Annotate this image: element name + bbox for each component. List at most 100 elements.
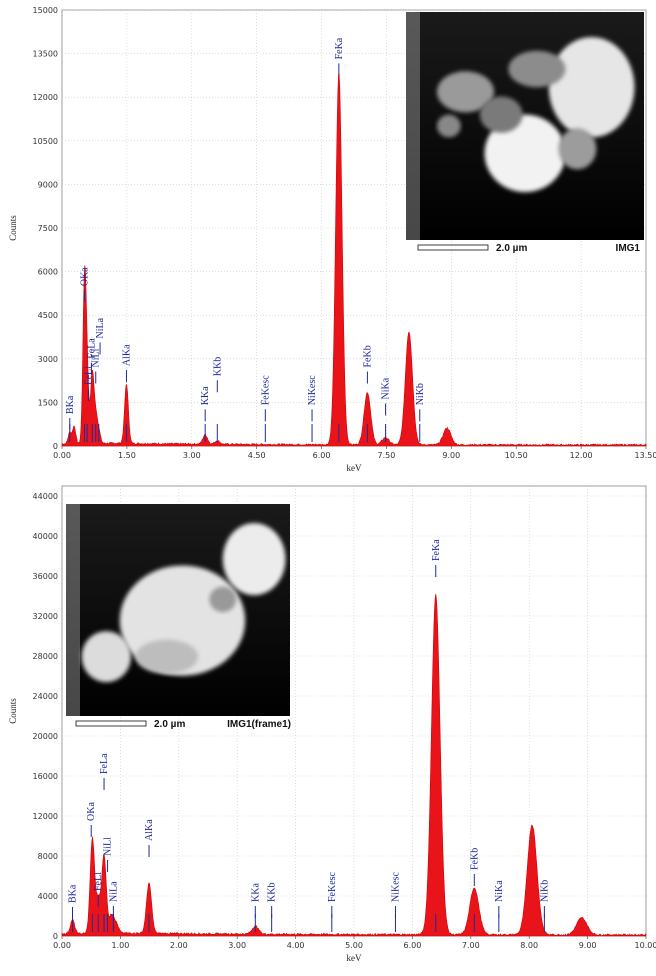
x-tick-label: 0.00	[53, 941, 71, 950]
y-tick-label: 32000	[33, 612, 58, 621]
particle-blob	[436, 114, 461, 138]
sem-edge	[66, 504, 80, 716]
x-tick-label: 0.00	[53, 451, 71, 460]
peak-label: KKb	[212, 357, 223, 376]
x-tick-label: 2.00	[170, 941, 188, 950]
x-tick-label: 9.00	[579, 941, 597, 950]
x-tick-label: 9.00	[442, 451, 460, 460]
peak-label: KKa	[200, 386, 211, 405]
y-tick-label: 9000	[38, 180, 58, 189]
x-tick-label: 1.00	[111, 941, 129, 950]
y-tick-label: 7500	[38, 224, 58, 233]
particle-blob	[135, 639, 199, 674]
y-tick-label: 1500	[38, 398, 58, 407]
x-tick-label: 13.50	[635, 451, 656, 460]
peak-label: NiKa	[381, 377, 392, 399]
peak-label: FeKb	[362, 345, 373, 367]
peak-label: NiKesc	[307, 375, 318, 406]
x-tick-label: 7.00	[462, 941, 480, 950]
x-axis-label: keV	[347, 463, 362, 473]
sem-edge	[406, 12, 420, 240]
y-tick-label: 4000	[38, 892, 58, 901]
peak-label: FeKa	[334, 37, 345, 59]
peak-label: BKa	[68, 884, 79, 903]
particle-blob	[484, 114, 566, 193]
sem-inset-image	[406, 12, 644, 240]
peak-label: FeLa	[86, 338, 97, 359]
y-tick-label: 0	[53, 932, 58, 941]
peak-label: NiLl	[103, 837, 114, 856]
inset-image-label: IMG1	[616, 243, 641, 254]
peak-label: NiKa	[494, 880, 505, 902]
particle-blob	[209, 586, 237, 613]
peak-label: OKa	[79, 267, 90, 286]
peak-label: FeKesc	[260, 375, 271, 406]
x-axis-label: keV	[347, 953, 362, 963]
x-tick-label: 5.00	[345, 941, 363, 950]
y-axis-label: Counts	[8, 215, 18, 241]
x-tick-label: 10.50	[505, 451, 528, 460]
particle-blob	[508, 50, 566, 88]
spectrum-series	[61, 72, 647, 447]
y-tick-label: 40000	[33, 532, 58, 541]
y-tick-label: 10500	[33, 137, 58, 146]
peak-label: OKa	[86, 802, 97, 821]
scale-bar-label: 2.0 µm	[496, 243, 527, 254]
inset-image-label: IMG1(frame1)	[227, 719, 291, 730]
peak-label: NiLl	[91, 348, 102, 367]
peak-label: KKa	[250, 883, 261, 902]
y-axis-label: Counts	[8, 698, 18, 724]
x-tick-label: 10.00	[635, 941, 656, 950]
y-tick-label: 36000	[33, 572, 58, 581]
peak-label: FeLl	[83, 366, 94, 385]
peak-label: FeLa	[99, 753, 110, 774]
y-tick-label: 6000	[38, 268, 58, 277]
peak-label: NiKb	[415, 383, 426, 405]
x-tick-label: 8.00	[520, 941, 538, 950]
particle-blob	[222, 523, 286, 596]
peak-label: NiLa	[108, 881, 119, 902]
y-tick-label: 13500	[33, 50, 58, 59]
peak-label: AlKa	[144, 819, 155, 841]
y-tick-label: 16000	[33, 772, 58, 781]
y-tick-label: 12000	[33, 93, 58, 102]
x-tick-label: 1.50	[118, 451, 136, 460]
x-tick-label: 12.00	[570, 451, 593, 460]
x-tick-label: 7.50	[378, 451, 396, 460]
particle-blob	[479, 96, 523, 133]
peak-label: NiKesc	[390, 871, 401, 902]
particle-blob	[548, 37, 635, 138]
peak-label: KKb	[267, 883, 278, 902]
y-tick-label: 28000	[33, 652, 58, 661]
particle-blob	[436, 71, 495, 113]
particle-blob	[81, 631, 131, 683]
peak-label: NiKb	[539, 880, 550, 902]
peak-label: AlKa	[121, 344, 132, 366]
peak-label: FeKa	[431, 539, 442, 561]
y-tick-label: 4500	[38, 311, 58, 320]
y-tick-label: 8000	[38, 852, 58, 861]
sem-inset-image	[66, 504, 290, 716]
spectrum-series	[61, 594, 647, 937]
x-tick-label: 3.00	[228, 941, 246, 950]
y-tick-label: 44000	[33, 492, 58, 501]
x-tick-label: 6.00	[313, 451, 331, 460]
y-tick-label: 15000	[33, 6, 58, 15]
peak-label: BKa	[65, 395, 76, 414]
peak-label: FeKb	[469, 848, 480, 870]
x-tick-label: 3.00	[183, 451, 201, 460]
x-tick-label: 4.00	[287, 941, 305, 950]
scale-bar	[75, 720, 147, 727]
scale-bar	[417, 244, 489, 251]
y-tick-label: 0	[53, 442, 58, 451]
peak-label: NiLa	[95, 317, 106, 338]
y-tick-label: 24000	[33, 692, 58, 701]
spectrum-chart-bottom: 0 4000 8000 12000 16000 20000 24000 28000 32000 3…	[8, 485, 656, 963]
y-tick-label: 3000	[38, 355, 58, 364]
y-tick-label: 20000	[33, 732, 58, 741]
x-tick-label: 4.50	[248, 451, 266, 460]
peak-label: FeKesc	[327, 871, 338, 902]
particle-blob	[558, 128, 597, 170]
scale-bar-label: 2.0 µm	[154, 719, 185, 730]
spectrum-chart-top: 0 1500 3000 4500 6000 7500 9000 10500 12000 13500…	[8, 6, 656, 473]
